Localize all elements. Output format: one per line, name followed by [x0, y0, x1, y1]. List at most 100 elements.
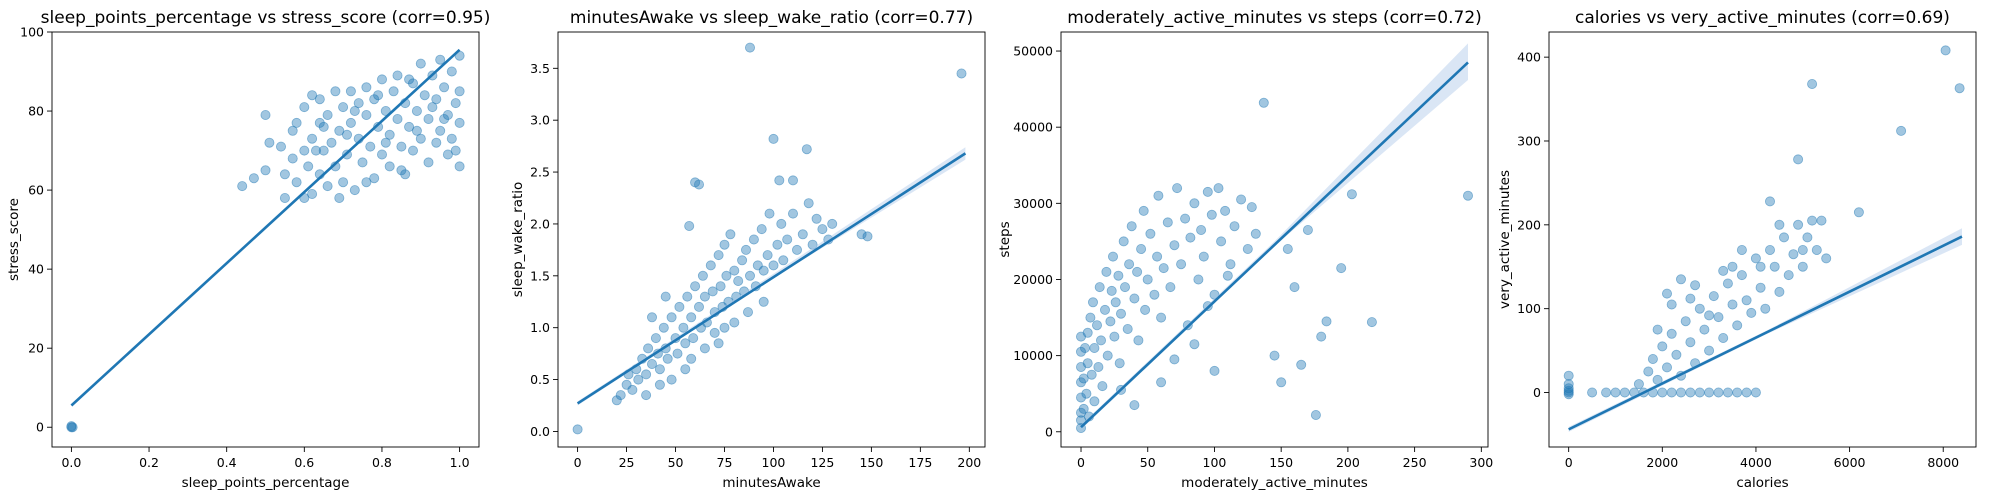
data-point: [743, 307, 754, 318]
data-point: [690, 281, 701, 292]
data-point: [1797, 261, 1808, 272]
data-point: [1310, 409, 1321, 420]
x-tick-label: 75: [717, 455, 733, 470]
data-point: [758, 265, 769, 276]
data-point: [1652, 324, 1663, 335]
regression-line: [1568, 235, 1963, 431]
y-tick-label: 0: [1045, 424, 1053, 439]
data-point: [741, 244, 752, 255]
data-point: [1563, 379, 1574, 390]
x-tick-label: 50: [668, 455, 684, 470]
data-point: [1149, 289, 1160, 300]
data-point: [1713, 387, 1724, 398]
data-point: [715, 281, 726, 292]
data-point: [1206, 209, 1217, 220]
data-point: [745, 42, 756, 53]
data-point: [1110, 297, 1121, 308]
data-point: [1242, 243, 1253, 254]
data-point: [694, 301, 705, 312]
data-point: [334, 192, 345, 203]
data-point: [376, 74, 387, 85]
data-point: [1727, 299, 1738, 310]
data-point: [454, 161, 465, 172]
data-point: [322, 181, 333, 192]
x-axis-label: calories: [1736, 475, 1788, 490]
data-point: [1176, 259, 1187, 270]
x-tick-label: 0: [1077, 455, 1085, 470]
plot-area: [1076, 43, 1474, 433]
data-point: [446, 133, 457, 144]
data-point: [1760, 303, 1771, 314]
data-point: [1185, 232, 1196, 243]
data-point: [318, 121, 329, 132]
data-point: [1089, 396, 1100, 407]
data-point: [1954, 83, 1965, 94]
plot-area: [572, 42, 967, 435]
data-point: [392, 114, 403, 125]
data-point: [1225, 259, 1236, 270]
data-point: [1136, 243, 1147, 254]
y-axis-label: stress_score: [6, 198, 22, 281]
x-tick-label: 6000: [1834, 455, 1866, 470]
data-point: [1643, 366, 1654, 377]
x-tick-label: 100: [762, 455, 786, 470]
data-point: [1100, 304, 1111, 315]
data-point: [774, 175, 785, 186]
plot-area: [1563, 45, 1965, 432]
chart-title: minutesAwake vs sleep_wake_ratio (corr=0…: [570, 8, 973, 28]
data-point: [654, 379, 665, 390]
plot-area: [66, 48, 465, 433]
data-point: [1289, 282, 1300, 293]
data-point: [1671, 349, 1682, 360]
data-point: [1209, 289, 1220, 300]
data-point: [415, 58, 426, 69]
data-point: [811, 213, 822, 224]
data-point: [680, 338, 691, 349]
x-tick-label: 0: [1565, 455, 1573, 470]
axes-frame: [557, 31, 986, 448]
x-tick-label: 8000: [1927, 455, 1959, 470]
y-tick-label: 50000: [1013, 44, 1053, 59]
data-point: [338, 177, 349, 188]
data-point: [1736, 270, 1747, 281]
data-point: [1685, 293, 1696, 304]
x-tick-label: 0.8: [372, 455, 392, 470]
x-tick-label: 0.4: [217, 455, 237, 470]
data-point: [1690, 280, 1701, 291]
data-point: [423, 114, 434, 125]
data-point: [680, 364, 691, 375]
data-point: [1169, 240, 1180, 251]
data-point: [450, 98, 461, 109]
data-point: [647, 312, 658, 323]
data-point: [384, 161, 395, 172]
data-point: [709, 327, 720, 338]
data-point: [275, 141, 286, 152]
data-point: [287, 153, 298, 164]
data-point: [1704, 310, 1715, 321]
y-tick-label: 300: [1517, 133, 1541, 148]
data-point: [1129, 400, 1140, 411]
data-point: [330, 86, 341, 97]
data-point: [345, 86, 356, 97]
data-point: [762, 250, 773, 261]
y-tick-label: 0.0: [530, 424, 550, 439]
data-point: [264, 137, 275, 148]
data-point: [699, 343, 710, 354]
data-point: [361, 110, 372, 121]
data-point: [442, 149, 453, 160]
data-point: [1089, 342, 1100, 353]
data-point: [1821, 253, 1832, 264]
data-point: [1802, 232, 1813, 243]
data-point: [817, 224, 828, 235]
data-point: [1076, 392, 1087, 403]
data-point: [1101, 266, 1112, 277]
data-point: [1082, 358, 1093, 369]
data-point: [1216, 236, 1227, 247]
data-point: [380, 137, 391, 148]
data-point: [1727, 261, 1738, 272]
x-tick-label: 1.0: [450, 455, 470, 470]
data-point: [788, 208, 799, 219]
data-point: [1078, 373, 1089, 384]
data-point: [1076, 346, 1087, 357]
data-point: [299, 145, 310, 156]
